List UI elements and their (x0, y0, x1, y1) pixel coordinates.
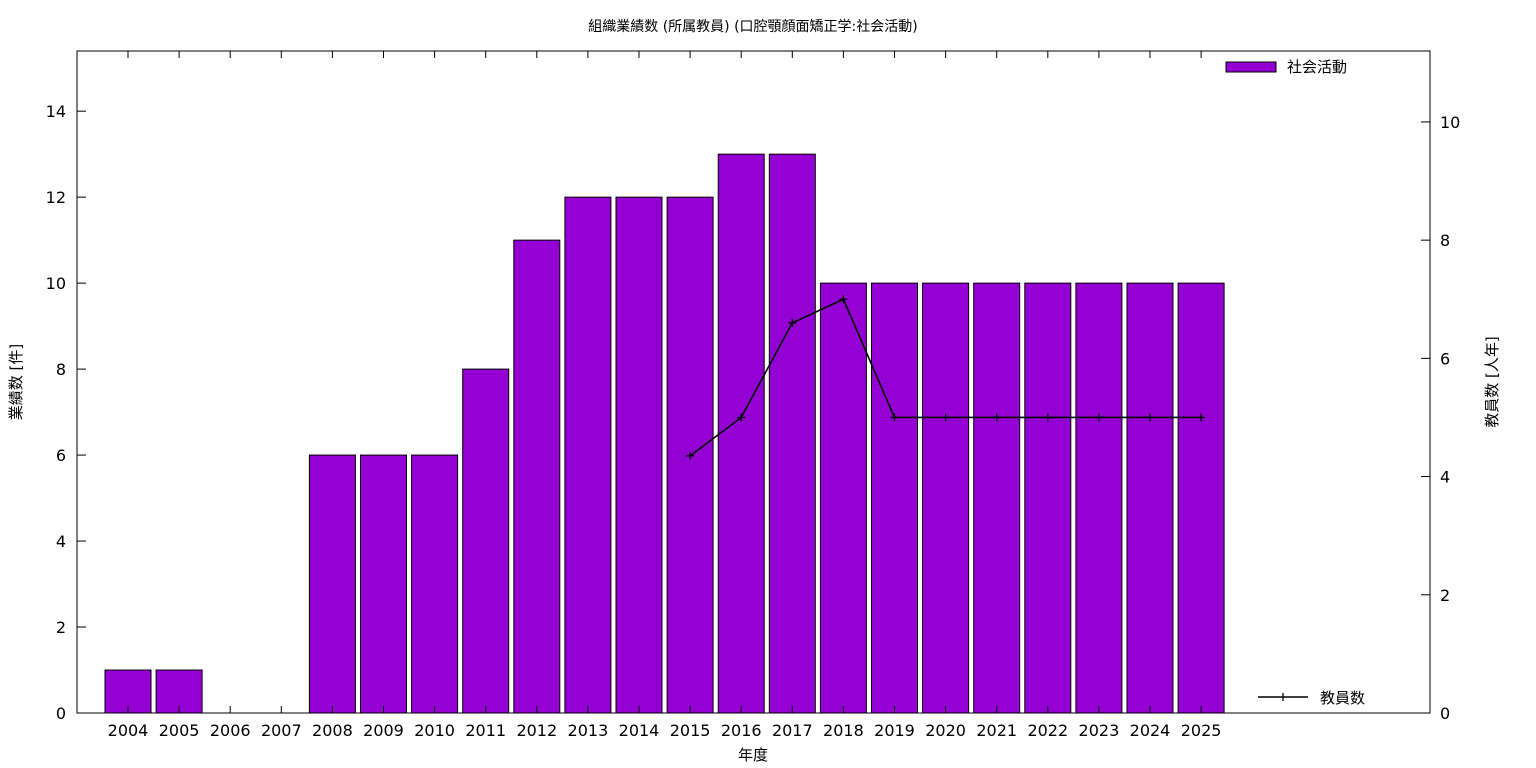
chart-title: 組織業績数 (所属教員) (口腔顎顔面矯正学:社会活動) (588, 19, 917, 35)
bars-layer (104, 153, 1225, 714)
x-axis-title: 年度 (738, 746, 768, 764)
bar-2025 (1177, 282, 1225, 714)
y-tick-label-6: 6 (56, 446, 66, 465)
labels-layer: 2004 2005 2006 2007 2008 2009 2010 2011 2012 2013… (46, 102, 1461, 740)
bar-2018 (819, 282, 867, 714)
bar-2022 (1024, 282, 1072, 714)
y2-tick-label-6: 6 (1440, 349, 1450, 368)
bar-2004 (104, 669, 152, 714)
y-tick-label-14: 14 (46, 102, 66, 121)
y2-tick-label-10: 10 (1440, 113, 1460, 132)
x-tick-label-2016: 2016 (721, 721, 762, 740)
bar-2005 (155, 669, 203, 714)
x-tick-label-2006: 2006 (210, 721, 251, 740)
bar-2021 (973, 282, 1021, 714)
x-tick-label-2013: 2013 (568, 721, 609, 740)
x-tick-label-2025: 2025 (1181, 721, 1222, 740)
line-point-2025 (1197, 413, 1206, 422)
x-tick-label-2010: 2010 (414, 721, 455, 740)
bar-2017 (768, 153, 816, 714)
line-point-2021 (992, 413, 1001, 422)
line-point-2024 (1146, 413, 1154, 422)
line-point-2020 (941, 413, 950, 422)
line-point-2023 (1094, 413, 1103, 422)
y-tick-label-10: 10 (46, 274, 66, 293)
bar-2008 (308, 454, 356, 714)
bar-2014 (615, 196, 663, 714)
x-tick-label-2015: 2015 (670, 721, 711, 740)
x-tick-label-2009: 2009 (363, 721, 404, 740)
x-tick-label-2007: 2007 (261, 721, 302, 740)
line-point-2015 (686, 451, 695, 460)
bar-2020 (922, 282, 970, 714)
y2-axis-title: 教員数 [人年] (1483, 336, 1501, 427)
y2-tick-label-8: 8 (1440, 231, 1450, 250)
x-tick-label-2021: 2021 (976, 721, 1017, 740)
bar-2013 (564, 196, 612, 714)
x-tick-label-2018: 2018 (823, 721, 864, 740)
bar-2024 (1126, 282, 1174, 714)
y2-tick-label-4: 4 (1440, 468, 1450, 487)
line-point-2018 (839, 295, 848, 304)
x-tick-label-2011: 2011 (465, 721, 506, 740)
legend-line: 教員数 (1258, 689, 1365, 707)
y-tick-label-0: 0 (56, 704, 66, 723)
ticks-layer (77, 51, 1430, 714)
legend-bar-label: 社会活動 (1287, 58, 1347, 76)
y-tick-label-8: 8 (56, 360, 66, 379)
bar-2019 (871, 282, 918, 714)
x-tick-label-2004: 2004 (108, 721, 149, 740)
y-axis-title: 業績数 [件] (7, 344, 25, 420)
x-tick-label-2023: 2023 (1079, 721, 1120, 740)
bar-2016 (717, 153, 765, 714)
y2-tick-label-2: 2 (1440, 586, 1450, 605)
line-layer (686, 295, 1206, 460)
line-point-2017 (788, 318, 797, 327)
line-point-2022 (1043, 413, 1052, 422)
legend-bar-swatch (1225, 61, 1277, 73)
legend-bar: 社会活動 (1225, 58, 1347, 76)
x-tick-label-2014: 2014 (619, 721, 660, 740)
bar-2012 (513, 239, 561, 714)
y-tick-label-12: 12 (46, 188, 66, 207)
bar-2023 (1075, 282, 1123, 714)
y-tick-label-4: 4 (56, 532, 66, 551)
x-tick-label-2008: 2008 (312, 721, 353, 740)
line-point-2016 (737, 413, 746, 422)
plot-frame (76, 50, 1431, 714)
x-tick-label-2020: 2020 (925, 721, 966, 740)
y-tick-label-2: 2 (56, 618, 66, 637)
bar-2009 (360, 454, 407, 714)
x-tick-label-2024: 2024 (1130, 721, 1171, 740)
x-tick-label-2012: 2012 (516, 721, 557, 740)
line-point-2019 (890, 413, 899, 422)
x-tick-label-2005: 2005 (159, 721, 200, 740)
bar-2011 (462, 368, 510, 714)
x-tick-label-2022: 2022 (1027, 721, 1068, 740)
bar-2010 (411, 454, 459, 714)
x-tick-label-2017: 2017 (772, 721, 813, 740)
legend-line-label: 教員数 (1320, 689, 1365, 707)
x-tick-label-2019: 2019 (874, 721, 915, 740)
y2-tick-label-0: 0 (1440, 704, 1450, 723)
